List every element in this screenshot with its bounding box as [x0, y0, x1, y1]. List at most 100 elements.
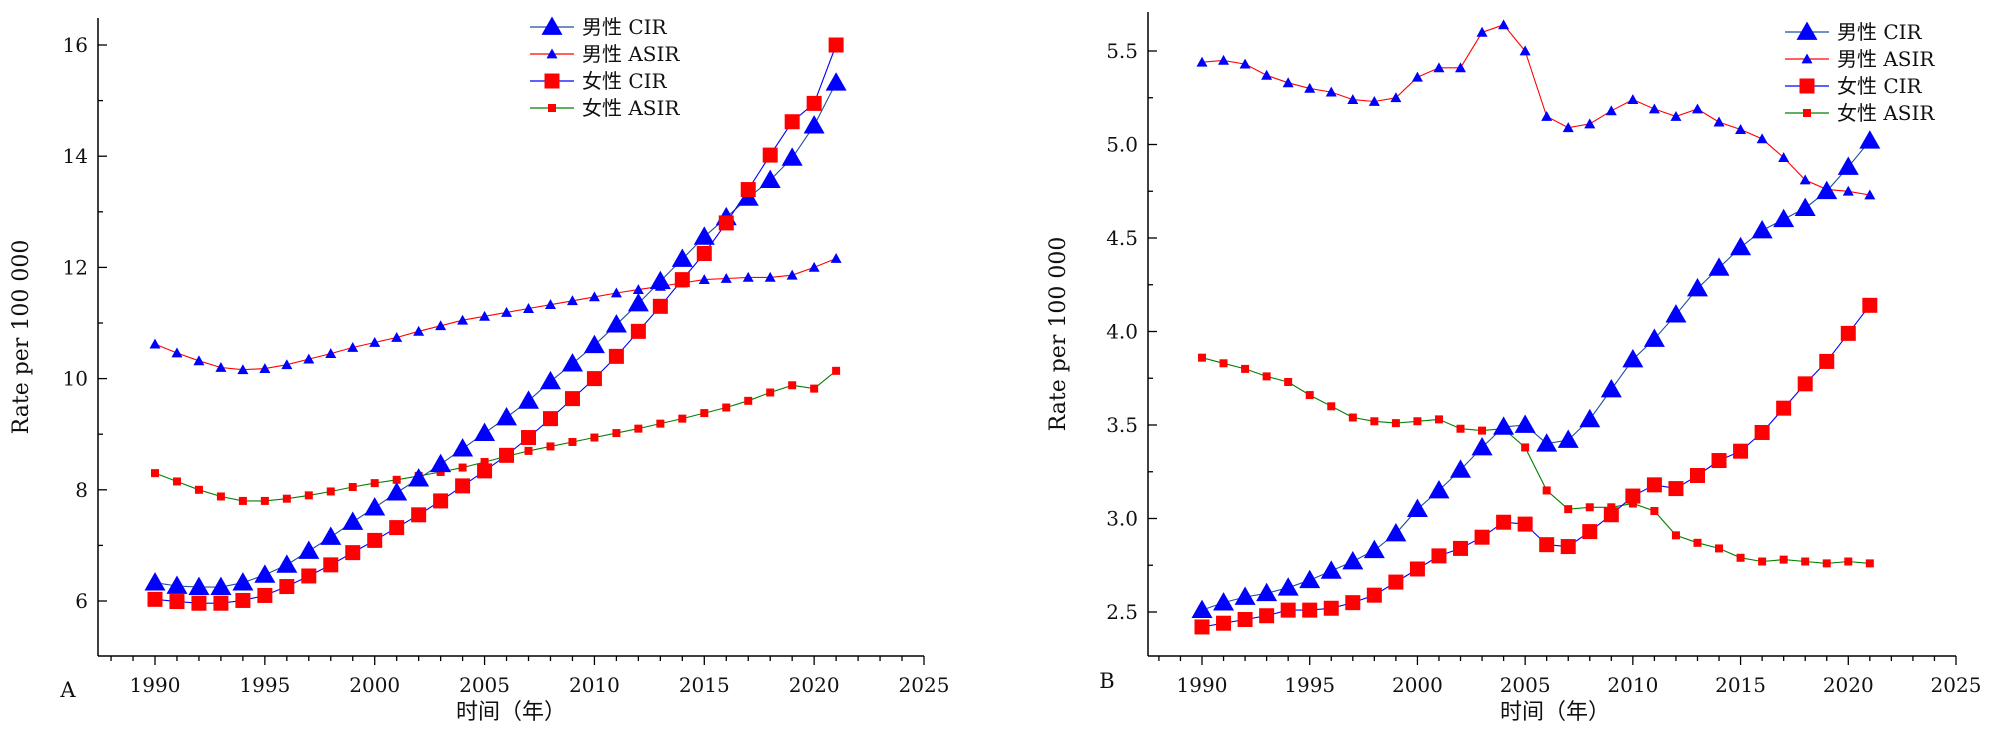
- data-point: [1801, 557, 1810, 566]
- data-point: [766, 388, 775, 397]
- data-point: [1650, 507, 1659, 516]
- data-point: [1622, 349, 1644, 368]
- series-layer: [1191, 19, 1881, 635]
- legend-marker: [1799, 78, 1815, 94]
- data-point: [1496, 514, 1512, 530]
- data-point: [1579, 408, 1601, 428]
- data-point: [282, 494, 291, 503]
- data-point: [566, 295, 578, 306]
- data-point: [1648, 103, 1660, 114]
- data-point: [1708, 257, 1730, 276]
- data-point: [674, 272, 690, 288]
- data-point: [1822, 559, 1831, 568]
- data-point: [1433, 62, 1445, 73]
- data-point: [149, 338, 161, 349]
- x-tick-label: 2010: [569, 673, 620, 697]
- data-point: [166, 575, 188, 594]
- data-point: [1735, 124, 1747, 134]
- data-point: [1284, 377, 1293, 386]
- data-point: [678, 414, 687, 423]
- data-point: [696, 246, 712, 261]
- data-point: [784, 114, 800, 130]
- data-point: [1213, 592, 1235, 611]
- data-point: [1305, 391, 1314, 400]
- data-point: [325, 348, 337, 358]
- data-point: [786, 269, 798, 280]
- data-point: [215, 361, 227, 372]
- data-point: [740, 182, 756, 198]
- data-point: [1865, 559, 1874, 568]
- data-point: [1536, 433, 1558, 452]
- data-point: [1478, 426, 1487, 435]
- data-point: [1194, 619, 1210, 635]
- data-point: [1409, 561, 1425, 577]
- data-point: [1218, 54, 1230, 65]
- series-layer: [144, 37, 847, 611]
- data-point: [1406, 498, 1428, 518]
- data-point: [1585, 503, 1594, 512]
- data-point: [1277, 577, 1299, 596]
- data-point: [303, 353, 315, 364]
- data-point: [610, 287, 622, 298]
- data-point: [1385, 522, 1407, 542]
- data-point: [216, 492, 225, 501]
- data-point: [544, 299, 556, 310]
- data-point: [151, 469, 159, 478]
- data-point: [1256, 582, 1278, 602]
- legend-marker: [541, 16, 563, 35]
- data-point: [171, 347, 183, 358]
- data-point: [612, 429, 621, 438]
- data-point: [1671, 531, 1680, 540]
- data-point: [238, 496, 247, 505]
- data-point: [1862, 297, 1878, 313]
- data-point: [1347, 94, 1359, 105]
- x-tick-label: 2025: [899, 673, 950, 697]
- data-point: [458, 463, 467, 472]
- data-point: [1191, 599, 1213, 619]
- data-point: [347, 341, 359, 352]
- data-point: [1493, 416, 1515, 435]
- data-point: [455, 478, 471, 494]
- data-point: [656, 419, 665, 428]
- x-tick-label: 1990: [130, 673, 181, 697]
- y-tick-label: 5.0: [1106, 133, 1138, 157]
- y-axis-title: Rate per 100 000: [1046, 237, 1071, 432]
- data-point: [1844, 557, 1853, 566]
- data-point: [1670, 110, 1682, 121]
- data-point: [1390, 92, 1402, 103]
- data-point: [588, 291, 600, 302]
- data-point: [1751, 220, 1773, 239]
- data-point: [1299, 569, 1321, 589]
- data-point: [342, 511, 364, 530]
- data-point: [700, 409, 709, 418]
- data-point: [722, 403, 731, 412]
- data-point: [1773, 208, 1795, 228]
- data-point: [169, 594, 185, 610]
- data-point: [649, 270, 671, 290]
- data-point: [499, 447, 515, 463]
- data-point: [1778, 152, 1790, 162]
- legend-marker: [1803, 109, 1811, 117]
- data-point: [1689, 467, 1705, 483]
- y-tick-label: 16: [63, 33, 88, 57]
- data-point: [1557, 429, 1579, 448]
- y-tick-label: 3.5: [1106, 413, 1138, 437]
- data-point: [1668, 481, 1684, 497]
- data-point: [237, 364, 249, 375]
- data-point: [1239, 58, 1251, 69]
- data-point: [1837, 156, 1859, 175]
- data-point: [1799, 174, 1811, 185]
- data-point: [523, 303, 535, 313]
- legend-marker: [548, 104, 556, 112]
- data-point: [1794, 197, 1816, 216]
- data-point: [788, 381, 797, 390]
- data-point: [345, 545, 361, 561]
- data-point: [764, 271, 776, 282]
- data-point: [301, 568, 317, 584]
- data-point: [830, 253, 842, 263]
- x-axis-title: 时间（年）: [456, 700, 566, 725]
- data-point: [452, 438, 474, 457]
- data-point: [320, 526, 342, 545]
- series: [1191, 130, 1881, 619]
- x-ticks: 1990 1995 2000 2005 2010 2015 2020 2025: [110, 656, 950, 697]
